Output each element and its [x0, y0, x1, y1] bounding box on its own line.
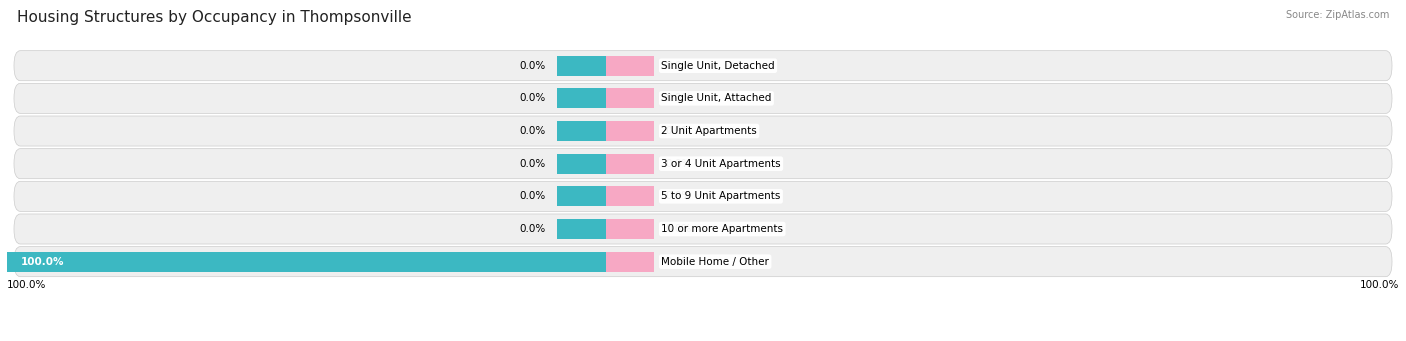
Bar [606, 219, 654, 239]
Bar [606, 56, 654, 76]
Text: 2 Unit Apartments: 2 Unit Apartments [661, 126, 756, 136]
Bar [606, 186, 654, 206]
Text: 0.0%: 0.0% [665, 61, 692, 71]
FancyBboxPatch shape [14, 247, 1392, 277]
FancyBboxPatch shape [14, 149, 1392, 179]
Text: 10 or more Apartments: 10 or more Apartments [661, 224, 783, 234]
Bar [7, 252, 606, 272]
Text: 0.0%: 0.0% [519, 126, 546, 136]
Bar [557, 121, 606, 141]
Bar [606, 153, 654, 174]
Text: 100.0%: 100.0% [21, 257, 65, 267]
Text: 0.0%: 0.0% [519, 159, 546, 169]
Text: 5 to 9 Unit Apartments: 5 to 9 Unit Apartments [661, 191, 780, 201]
Text: 0.0%: 0.0% [665, 159, 692, 169]
Text: 0.0%: 0.0% [519, 93, 546, 103]
Text: 0.0%: 0.0% [665, 93, 692, 103]
FancyBboxPatch shape [14, 214, 1392, 244]
Bar [557, 153, 606, 174]
Text: Mobile Home / Other: Mobile Home / Other [661, 257, 769, 267]
FancyBboxPatch shape [14, 51, 1392, 81]
Bar [557, 88, 606, 108]
Bar [606, 252, 654, 272]
Text: 0.0%: 0.0% [665, 257, 692, 267]
Text: 0.0%: 0.0% [519, 224, 546, 234]
Text: 0.0%: 0.0% [665, 224, 692, 234]
Bar [557, 56, 606, 76]
Text: 100.0%: 100.0% [1360, 280, 1399, 290]
Text: Single Unit, Attached: Single Unit, Attached [661, 93, 772, 103]
Text: 3 or 4 Unit Apartments: 3 or 4 Unit Apartments [661, 159, 780, 169]
Text: Source: ZipAtlas.com: Source: ZipAtlas.com [1285, 10, 1389, 20]
Bar [606, 88, 654, 108]
Text: Single Unit, Detached: Single Unit, Detached [661, 61, 775, 71]
FancyBboxPatch shape [14, 83, 1392, 114]
Text: 0.0%: 0.0% [665, 126, 692, 136]
Text: 0.0%: 0.0% [519, 61, 546, 71]
Text: 0.0%: 0.0% [519, 191, 546, 201]
Bar [557, 219, 606, 239]
Bar [606, 121, 654, 141]
FancyBboxPatch shape [14, 116, 1392, 146]
Text: Housing Structures by Occupancy in Thompsonville: Housing Structures by Occupancy in Thomp… [17, 10, 412, 25]
Text: 100.0%: 100.0% [7, 280, 46, 290]
Text: 0.0%: 0.0% [665, 191, 692, 201]
Bar [557, 186, 606, 206]
FancyBboxPatch shape [14, 181, 1392, 211]
